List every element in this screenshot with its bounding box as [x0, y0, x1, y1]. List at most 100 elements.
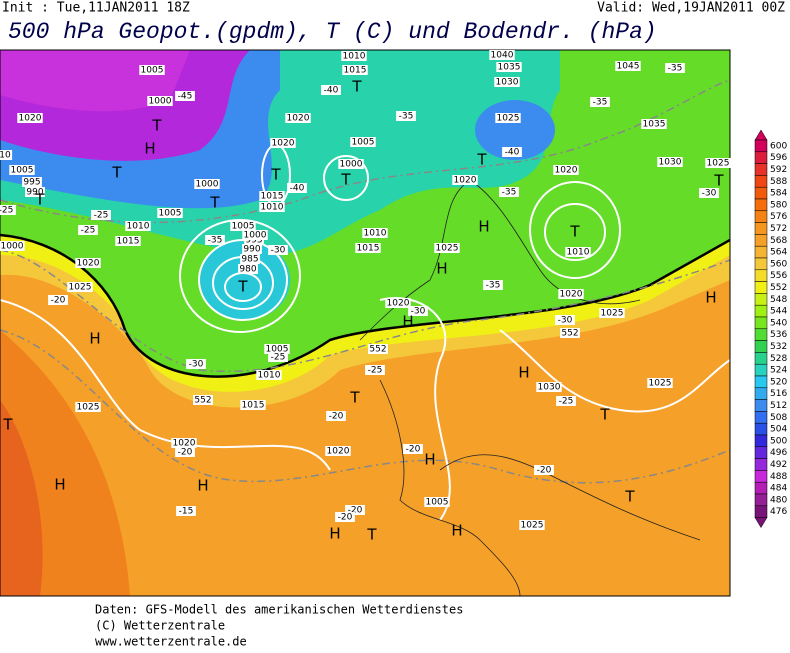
contour-label: 1010	[261, 203, 284, 213]
pressure-center: H	[197, 477, 208, 495]
colorbar-label: 544	[770, 307, 787, 317]
contour-label: 1020	[19, 114, 42, 124]
colorbar-label: 504	[770, 425, 787, 435]
contour-label: 1025	[601, 309, 624, 319]
colorbar-label: 476	[770, 507, 787, 517]
label-box	[365, 365, 385, 375]
label-box	[171, 438, 197, 448]
contour-label: 1025	[707, 159, 730, 169]
contour-label: -30	[558, 316, 573, 326]
label-box	[599, 308, 625, 318]
pressure-center: H	[54, 476, 65, 494]
pressure-center: T	[599, 406, 610, 424]
colorbar-swatch	[754, 446, 768, 459]
colorbar-swatch	[754, 493, 768, 507]
isobars	[0, 144, 730, 521]
label-box	[345, 505, 365, 515]
label-box	[205, 235, 225, 245]
contour-label: -25	[94, 211, 109, 221]
colorbar-swatch	[754, 481, 768, 495]
contour-label: 1020	[327, 447, 350, 457]
label-box	[396, 111, 416, 121]
contour-label: -35	[502, 188, 517, 198]
colorbar-swatch	[754, 186, 768, 200]
contour-label: 1040	[491, 51, 514, 61]
label-box	[350, 137, 376, 147]
contour-label: 1015	[261, 192, 284, 202]
colorbar-label: 528	[770, 354, 787, 364]
pressure-center: T	[624, 488, 635, 506]
label-box	[268, 352, 288, 362]
colorbar-swatch	[754, 505, 768, 518]
pressure-center: T	[151, 117, 162, 135]
contour-label: 995	[23, 178, 40, 188]
contour-label: 1020	[560, 290, 583, 300]
colorbar-swatch	[754, 363, 768, 377]
colorbar-swatch	[754, 151, 768, 164]
label-box	[495, 113, 521, 123]
label-box	[270, 138, 296, 148]
label-box	[553, 165, 579, 175]
colorbar-swatch	[754, 316, 768, 330]
label-box	[657, 157, 683, 167]
colorbar-label: 520	[770, 377, 787, 387]
contour-label: 1025	[649, 379, 672, 389]
label-box	[560, 328, 580, 338]
label-box	[555, 315, 575, 325]
pressure-center: H	[436, 260, 447, 278]
label-box	[424, 497, 450, 507]
label-box	[147, 96, 173, 106]
label-box	[91, 210, 111, 220]
contour-label: -25	[0, 206, 13, 216]
contour-label: 1010	[343, 52, 366, 62]
label-box	[565, 247, 591, 257]
label-box	[125, 221, 151, 231]
contour-label: 1005	[141, 66, 164, 76]
contour-label: 1010	[258, 371, 281, 381]
contour-label: 1030	[538, 383, 561, 393]
pressure-center: H	[329, 525, 340, 543]
colorbar-label: 588	[770, 177, 787, 187]
colorbar-label: 592	[770, 165, 787, 175]
contour-label: 1000	[340, 160, 363, 170]
colorbar-swatch	[754, 139, 768, 153]
colorbar-swatch	[754, 470, 768, 483]
label-box	[335, 512, 355, 522]
label-box	[536, 382, 562, 392]
map-area	[0, 50, 730, 596]
label-box	[325, 446, 351, 456]
pressure-center: H	[451, 522, 462, 540]
label-box	[403, 444, 423, 454]
colorbar-swatch	[754, 399, 768, 412]
contour-label: -35	[486, 281, 501, 291]
label-box	[0, 150, 13, 160]
contour-label: -30	[189, 360, 204, 370]
colorbar-swatch	[754, 304, 768, 318]
label-box	[665, 63, 685, 73]
colorbar-label: 572	[770, 224, 787, 234]
pressure-center: H	[518, 364, 529, 382]
pressure-center: T	[351, 78, 362, 96]
colorbar-label: 488	[770, 472, 787, 482]
label-box	[115, 236, 141, 246]
contour-label: 1020	[454, 176, 477, 186]
colorbar-swatch	[754, 328, 768, 341]
contour-label: -20	[537, 466, 552, 476]
contour-label: -40	[290, 184, 305, 194]
pressure-center: T	[713, 172, 724, 190]
colorbar-label: 484	[770, 484, 787, 494]
label-box	[139, 65, 165, 75]
colorbar-arrow-bottom	[754, 517, 768, 529]
contour-label: 1005	[232, 222, 255, 232]
label-box	[615, 61, 641, 71]
contour-label: 1010	[127, 222, 150, 232]
footer-line: www.wetterzentrale.de	[95, 635, 247, 649]
contour-label: 1015	[242, 401, 265, 411]
colorbar-label: 552	[770, 283, 787, 293]
colorbar-swatch	[754, 269, 768, 282]
colorbar-label: 496	[770, 448, 787, 458]
contour-label: 1025	[497, 114, 520, 124]
contour-label: 1020	[173, 439, 196, 449]
contour-label: 1005	[266, 345, 289, 355]
contour-label: 1020	[555, 166, 578, 176]
